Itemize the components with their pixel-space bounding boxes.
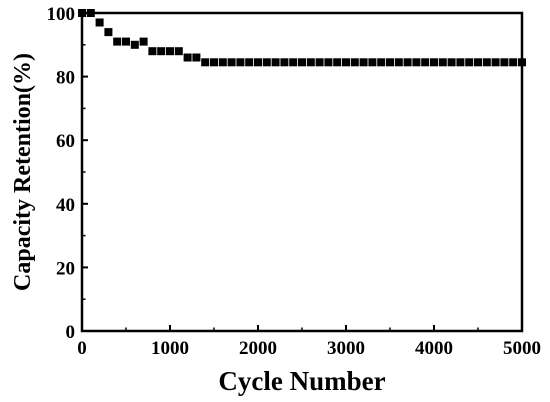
data-point (368, 58, 377, 67)
data-point (333, 58, 342, 67)
x-tick-label: 1000 (151, 338, 189, 359)
data-point (271, 58, 280, 67)
data-point (412, 58, 421, 67)
data-point (342, 58, 350, 67)
data-point (157, 47, 166, 56)
data-point (201, 58, 210, 67)
data-point (236, 58, 245, 67)
y-tick-label: 80 (56, 68, 75, 89)
data-point (447, 58, 456, 67)
data-point (210, 58, 218, 67)
data-point (262, 58, 271, 67)
data-point (359, 58, 368, 67)
data-point (104, 28, 113, 37)
data-point (245, 58, 254, 67)
data-point (227, 58, 236, 67)
data-markers (78, 9, 526, 67)
data-point (394, 58, 403, 67)
data-point (377, 58, 386, 67)
data-point (148, 47, 157, 56)
data-point (315, 58, 324, 67)
x-axis-label: Cycle Number (218, 366, 385, 396)
data-point (403, 58, 412, 67)
data-point (113, 37, 122, 46)
data-point (430, 58, 438, 67)
data-point (254, 58, 262, 67)
data-point (438, 58, 447, 67)
data-point (218, 58, 227, 67)
data-point (280, 58, 289, 67)
data-point (174, 47, 183, 56)
data-point (500, 58, 509, 67)
x-tick-label: 0 (77, 338, 87, 359)
x-tick-label: 2000 (239, 338, 277, 359)
y-tick-label: 0 (66, 322, 76, 343)
data-point (166, 47, 174, 56)
data-point (183, 53, 192, 62)
data-point (192, 53, 201, 62)
data-point (482, 58, 491, 67)
data-point (386, 58, 394, 67)
data-point (289, 58, 298, 67)
y-tick-label: 100 (47, 4, 76, 25)
x-tick-label: 5000 (503, 338, 541, 359)
data-point (95, 18, 104, 27)
x-axis-ticks: 0 1000 2000 3000 4000 5000 (77, 325, 541, 359)
data-point (491, 58, 500, 67)
data-point (509, 58, 518, 67)
data-point (139, 37, 148, 46)
data-point (474, 58, 482, 67)
data-point (421, 58, 430, 67)
y-tick-label: 60 (56, 131, 75, 152)
x-tick-label: 4000 (415, 338, 453, 359)
data-point (350, 58, 359, 67)
y-tick-label: 40 (56, 195, 75, 216)
y-axis-ticks: 0 20 40 60 80 100 (47, 4, 88, 343)
data-point (456, 58, 465, 67)
data-point (306, 58, 315, 67)
y-tick-label: 20 (56, 258, 75, 279)
data-point (465, 58, 474, 67)
data-point (130, 40, 139, 49)
data-point (324, 58, 333, 67)
x-tick-label: 3000 (327, 338, 365, 359)
y-axis-label: Capacity Retention(%) (10, 53, 36, 291)
data-point (298, 58, 306, 67)
data-point (122, 37, 130, 46)
